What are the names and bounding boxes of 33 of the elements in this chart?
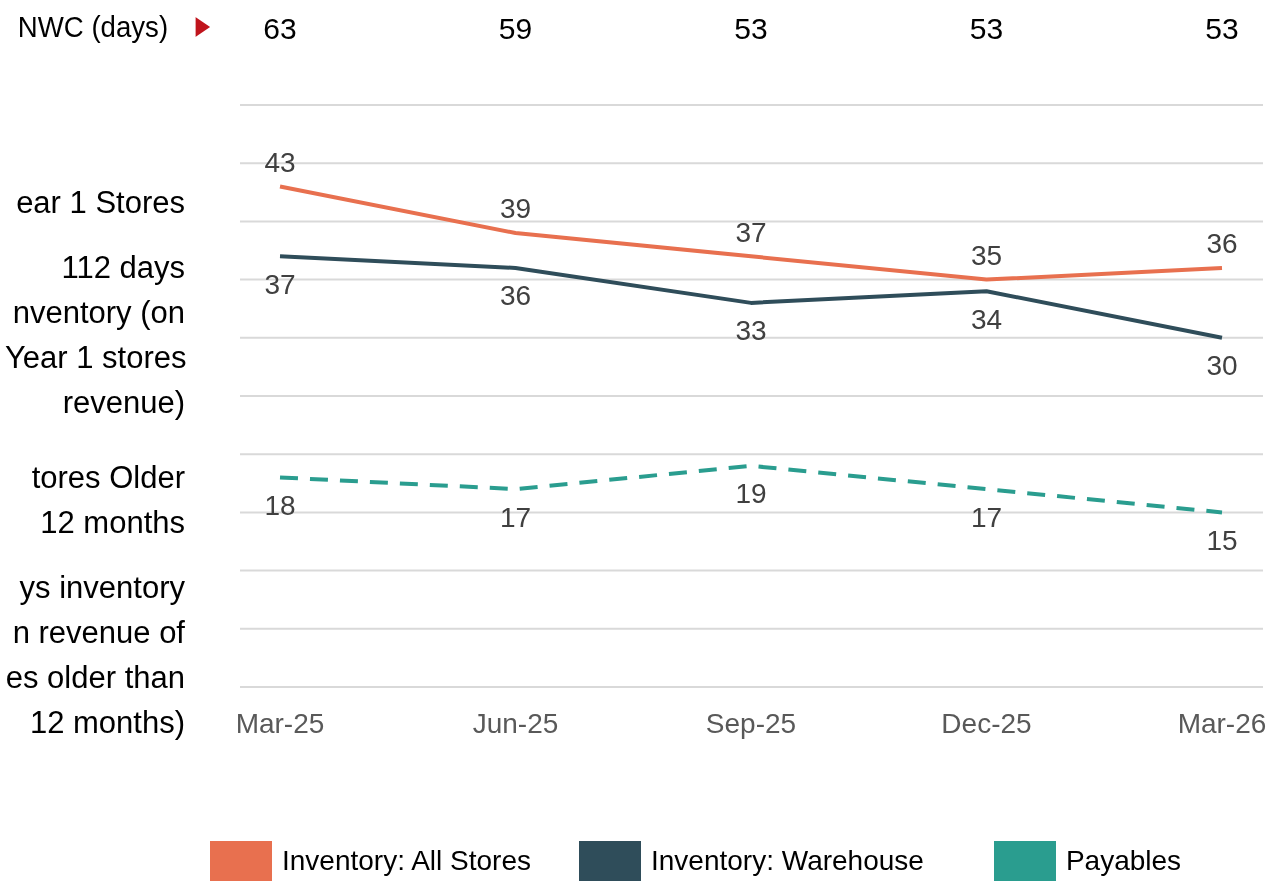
data-label: 39 — [499, 193, 532, 225]
text: ys inventory n revenue of es older than 12 months) — [5, 569, 185, 742]
text: 63 — [262, 12, 298, 46]
text: tores Older 12 months — [30, 459, 185, 542]
text: ear 1 Stores — [15, 184, 185, 222]
data-label: 17 — [970, 501, 1003, 533]
x-tick-label: Mar-26 — [1177, 707, 1267, 739]
data-label: 17 — [499, 501, 532, 533]
data-label: 19 — [735, 478, 767, 510]
text: 53 — [733, 12, 769, 46]
text: 53 — [1204, 12, 1240, 46]
data-label: 30 — [1206, 350, 1238, 382]
x-tick-label: Jun-25 — [472, 707, 559, 739]
data-label: 35 — [970, 239, 1003, 271]
data-label: 33 — [735, 315, 767, 347]
legend-label: Inventory: All Stores — [282, 845, 532, 877]
x-tick-label: Dec-25 — [941, 707, 1032, 739]
text: NWC (days) — [17, 10, 168, 44]
data-label: 37 — [735, 216, 767, 248]
x-tick-label: Mar-25 — [235, 707, 325, 739]
data-label: 34 — [970, 303, 1003, 335]
data-label: 36 — [499, 280, 532, 312]
x-tick-label: Sep-25 — [705, 707, 797, 739]
data-label: 18 — [264, 489, 296, 521]
text: 53 — [968, 12, 1005, 46]
legend-label: Payables — [1065, 845, 1182, 877]
legend-label: Inventory: Warehouse — [651, 845, 924, 877]
data-label: 43 — [264, 146, 296, 178]
data-label: 36 — [1206, 228, 1238, 260]
text: 59 — [497, 12, 534, 46]
text: 112 days nventory (on Year 1 stores revenue) — [5, 249, 187, 422]
data-label: 37 — [264, 268, 296, 300]
data-label: 15 — [1206, 524, 1238, 556]
